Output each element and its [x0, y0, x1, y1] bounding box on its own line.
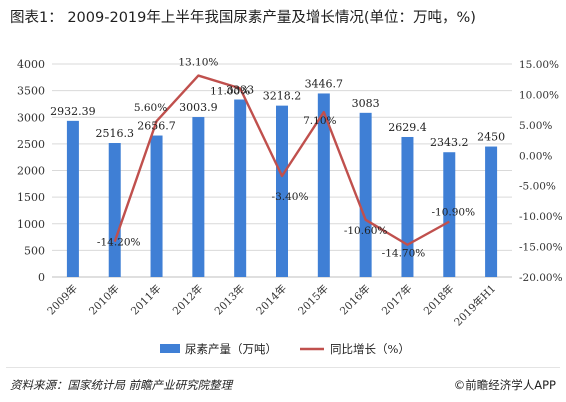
x-tick-label: 2012年 [170, 282, 206, 318]
bar [276, 105, 288, 277]
line-value-label: 13.10% [178, 57, 218, 69]
growth-line [113, 74, 450, 246]
bar [108, 143, 121, 277]
bar [192, 117, 205, 277]
y-left-tick-label: 2000 [17, 165, 45, 178]
line-value-label: 11.00% [210, 85, 250, 97]
y-left-tick-label: 1500 [17, 191, 45, 204]
bar-value-label: 3003.9 [179, 101, 218, 114]
brand-text: 前瞻经济学人APP [465, 378, 556, 392]
combo-chart: 0 500 1000 1500 2000 2500 3000 3500 4000 -20.00% -… [17, 57, 563, 356]
x-tick-label: 2015年 [295, 282, 331, 318]
bar [234, 99, 247, 277]
bar [150, 135, 163, 277]
y-right-tick-label: 0.00% [519, 150, 552, 162]
bar [443, 152, 456, 277]
line-value-label: -10.90% [431, 207, 475, 219]
x-tick-label: 2010年 [86, 282, 122, 318]
line-value-label: -10.60% [344, 225, 388, 237]
bar-value-label: 2450 [477, 131, 505, 144]
x-tick-label: 2014年 [254, 282, 290, 318]
x-tick-label: 2016年 [337, 282, 373, 318]
y-left-tick-label: 500 [24, 244, 45, 257]
bar-value-label: 2656.7 [137, 120, 176, 133]
y-right-tick-label: -5.00% [519, 181, 556, 193]
x-tick-label: 2011年 [128, 282, 164, 318]
bar-value-label: 2343.2 [430, 136, 469, 149]
line-value-label: 7.10% [303, 115, 336, 127]
legend-swatch-bar [160, 344, 180, 353]
footer-divider [6, 367, 560, 368]
chart-title: 图表1： 2009-2019年上半年我国尿素产量及增长情况(单位：万吨，%) [10, 10, 476, 26]
x-tick-label: 2013年 [212, 282, 248, 318]
y-left-tick-label: 3500 [17, 85, 45, 98]
bar-value-label: 3333 [226, 84, 254, 97]
bar-value-label: 3083 [352, 97, 380, 110]
line-value-label: 5.60% [134, 102, 167, 114]
bar-value-label: 2932.39 [50, 105, 96, 118]
x-tick-label: 2018年 [421, 282, 457, 318]
x-tick-label: 2017年 [379, 282, 415, 318]
bar [359, 112, 372, 277]
y-left-tick-label: 0 [38, 271, 45, 284]
y-right-tick-label: -20.00% [519, 272, 563, 284]
y-left-tick-label: 2500 [17, 138, 45, 151]
y-right-tick-label: -10.00% [519, 211, 563, 223]
line-value-label: -14.70% [382, 248, 426, 260]
legend-label-line: 同比增长（%） [330, 342, 410, 356]
bar-value-label: 3446.7 [305, 77, 344, 90]
y-right-tick-label: -15.00% [519, 242, 563, 254]
y-right-tick-label: 15.00% [519, 59, 559, 71]
bar [317, 93, 330, 277]
y-left-tick-label: 1000 [17, 218, 45, 231]
x-tick-label: 2019年H1 [451, 282, 498, 329]
bar-value-label: 2629.4 [388, 121, 427, 134]
brand-label: ©前瞻经济学人APP [454, 377, 556, 393]
x-tick-label: 2009年 [45, 282, 81, 318]
bar-value-label: 2516.3 [95, 127, 134, 140]
brand-icon: © [453, 378, 466, 392]
source-note: 资料来源：国家统计局 前瞻产业研究院整理 [10, 378, 233, 392]
bar [66, 120, 79, 277]
y-right-tick-label: 10.00% [519, 89, 559, 101]
bar-value-label: 3218.2 [263, 90, 302, 103]
y-left-tick-label: 3000 [17, 111, 45, 124]
y-left-tick-label: 4000 [17, 58, 45, 71]
y-right-tick-label: 5.00% [519, 120, 552, 132]
line-value-label: -3.40% [272, 191, 309, 203]
bar [485, 146, 498, 277]
line-value-label: -14.20% [97, 237, 141, 249]
legend-label-bar: 尿素产量（万吨） [185, 342, 277, 356]
